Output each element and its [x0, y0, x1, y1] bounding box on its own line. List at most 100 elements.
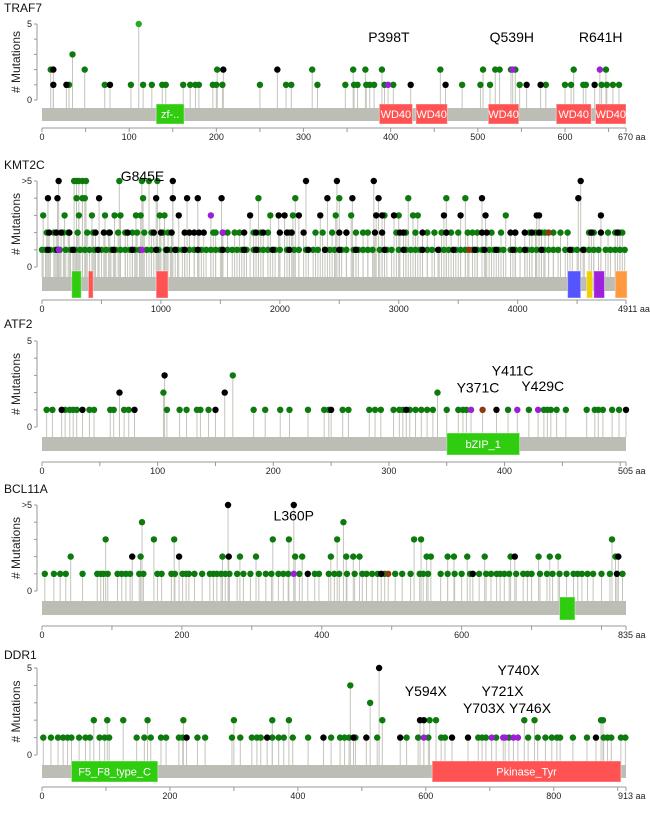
mutation-dot[interactable] [160, 389, 167, 396]
mutation-dot[interactable] [90, 717, 98, 724]
mutation-dot[interactable] [233, 570, 241, 577]
mutation-dot[interactable] [362, 66, 369, 73]
mutation-dot[interactable] [276, 246, 284, 253]
mutation-dot[interactable] [171, 570, 179, 577]
mutation-dot[interactable] [183, 734, 190, 741]
mutation-dot[interactable] [450, 246, 457, 253]
mutation-dot[interactable] [326, 246, 333, 253]
mutation-dot[interactable] [224, 246, 231, 253]
mutation-dot[interactable] [295, 212, 303, 219]
mutation-dot[interactable] [127, 81, 135, 89]
mutation-dot[interactable] [521, 229, 529, 236]
mutation-dot[interactable] [231, 229, 238, 236]
mutation-dot[interactable] [90, 406, 98, 413]
mutation-dot[interactable] [286, 406, 293, 413]
mutation-dot[interactable] [599, 406, 607, 413]
mutation-dot[interactable] [349, 195, 356, 202]
mutation-dot[interactable] [347, 682, 354, 689]
mutation-dot[interactable] [66, 229, 73, 236]
mutation-dot[interactable] [592, 734, 600, 741]
mutation-dot[interactable] [304, 570, 311, 577]
mutation-dot[interactable] [616, 246, 624, 253]
mutation-dot[interactable] [427, 553, 435, 560]
mutation-dot[interactable] [414, 212, 421, 219]
mutation-dot[interactable] [304, 734, 312, 741]
mutation-dot[interactable] [73, 406, 80, 413]
mutation-dot[interactable] [414, 734, 422, 741]
mutation-dot[interactable] [378, 66, 386, 73]
mutation-dot[interactable] [585, 246, 593, 253]
mutation-dot[interactable] [291, 553, 299, 560]
mutation-dot[interactable] [364, 229, 372, 236]
mutation-dot[interactable] [82, 177, 90, 185]
mutation-dot[interactable] [325, 570, 332, 577]
mutation-dot[interactable] [457, 246, 464, 253]
mutation-dot[interactable] [233, 246, 241, 253]
mutation-dot[interactable] [543, 570, 551, 577]
mutation-dot[interactable] [163, 246, 171, 253]
mutation-dot[interactable] [148, 81, 156, 89]
mutation-dot[interactable] [350, 553, 357, 560]
mutation-dot[interactable] [531, 717, 538, 724]
mutation-dot[interactable] [562, 246, 569, 253]
mutation-dot[interactable] [319, 229, 326, 236]
mutation-dot[interactable] [445, 246, 452, 253]
mutation-dot[interactable] [252, 246, 260, 253]
mutation-dot[interactable] [336, 229, 343, 236]
mutation-dot[interactable] [599, 717, 607, 724]
mutation-dot[interactable] [424, 570, 432, 577]
mutation-dot[interactable] [561, 81, 569, 89]
mutation-dot[interactable] [86, 406, 93, 413]
mutation-dot[interactable] [133, 229, 141, 236]
mutation-dot[interactable] [609, 81, 617, 89]
mutation-dot[interactable] [525, 406, 533, 413]
mutation-dot[interactable] [110, 406, 117, 413]
mutation-dot[interactable] [240, 229, 248, 236]
mutation-dot[interactable] [418, 406, 425, 413]
mutation-dot[interactable] [343, 553, 350, 560]
mutation-dot[interactable] [152, 195, 160, 202]
mutation-dot[interactable] [351, 570, 358, 577]
mutation-dot[interactable] [141, 734, 148, 741]
mutation-dot[interactable] [69, 51, 76, 58]
mutation-dot[interactable] [457, 212, 464, 219]
mutation-dot[interactable] [410, 536, 418, 543]
mutation-dot[interactable] [349, 66, 357, 73]
mutation-dot[interactable] [455, 229, 462, 236]
mutation-dot[interactable] [562, 406, 570, 413]
mutation-dot[interactable] [545, 229, 552, 236]
mutation-dot[interactable] [507, 229, 514, 236]
mutation-dot[interactable] [132, 212, 140, 219]
mutation-dot[interactable] [43, 406, 50, 413]
mutation-dot[interactable] [373, 734, 381, 741]
mutation-dot[interactable] [336, 570, 343, 577]
mutation-dot[interactable] [252, 553, 260, 560]
mutation-dot[interactable] [333, 177, 341, 185]
mutation-dot[interactable] [116, 389, 123, 396]
mutation-dot[interactable] [441, 734, 449, 741]
mutation-dot[interactable] [183, 195, 191, 202]
mutation-dot[interactable] [324, 195, 331, 202]
mutation-dot[interactable] [545, 246, 552, 253]
mutation-dot[interactable] [264, 229, 272, 236]
mutation-dot[interactable] [403, 734, 410, 741]
mutation-dot[interactable] [138, 246, 146, 253]
mutation-dot[interactable] [161, 212, 168, 219]
mutation-dot[interactable] [169, 195, 177, 202]
mutation-dot[interactable] [516, 81, 523, 89]
mutation-dot[interactable] [528, 570, 535, 577]
mutation-dot[interactable] [352, 229, 360, 236]
mutation-dot[interactable] [290, 246, 298, 253]
mutation-dot[interactable] [542, 81, 550, 89]
mutation-dot[interactable] [535, 229, 543, 236]
mutation-dot[interactable] [262, 570, 270, 577]
mutation-dot[interactable] [512, 570, 520, 577]
mutation-dot[interactable] [598, 81, 605, 89]
mutation-dot[interactable] [397, 734, 404, 741]
mutation-dot[interactable] [129, 553, 136, 560]
mutation-dot[interactable] [419, 570, 427, 577]
mutation-dot[interactable] [598, 570, 605, 577]
domain-wd40[interactable] [415, 103, 448, 125]
mutation-dot[interactable] [152, 246, 160, 253]
mutation-dot[interactable] [280, 570, 287, 577]
